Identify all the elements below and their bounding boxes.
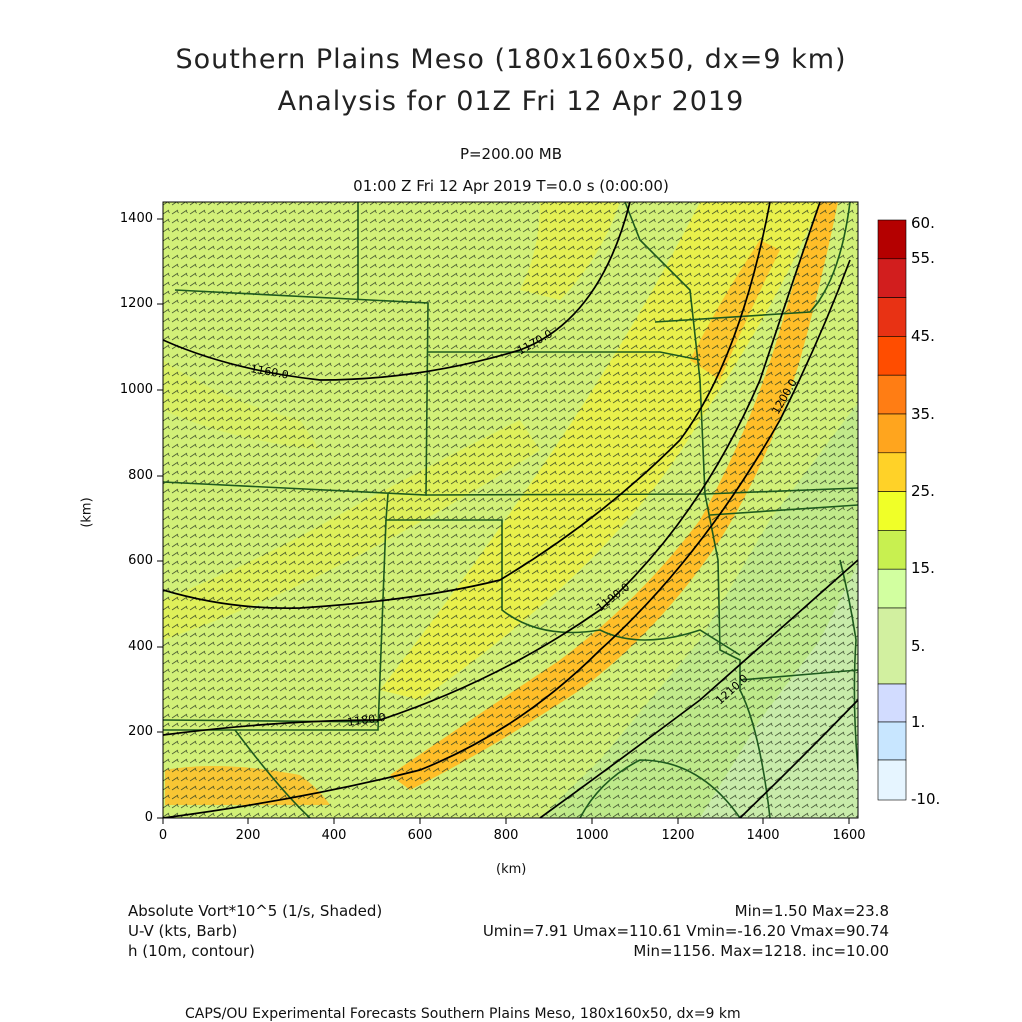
y-tick-label: 600: [128, 553, 153, 568]
plot-frame: [162, 201, 859, 819]
colorbar-swatch: [877, 219, 907, 260]
x-tick-label: 400: [321, 828, 347, 843]
colorbar-swatch: [877, 336, 907, 376]
colorbar-swatch: [877, 530, 907, 570]
x-tick-label: 200: [235, 828, 261, 843]
colorbar-label: 45.: [911, 327, 935, 345]
colorbar-swatch: [877, 607, 907, 685]
colorbar-swatch: [877, 374, 907, 415]
level-label: P=200.00 MB: [459, 145, 563, 163]
colorbar-label: 15.: [911, 559, 935, 577]
y-axis-label: (km): [79, 497, 95, 528]
legend-field1-stats: Min=1.50 Max=23.8: [734, 902, 889, 920]
colorbar-label: 5.: [911, 637, 926, 655]
contour-label-1180: 1180.0: [347, 711, 387, 729]
x-tick-label: 1000: [575, 828, 609, 843]
y-tick-label: 400: [128, 639, 153, 654]
chart-title-line2: Analysis for 01Z Fri 12 Apr 2019: [277, 86, 745, 117]
legend-field1: Absolute Vort*10^5 (1/s, Shaded): [128, 902, 383, 920]
x-tick-label: 600: [407, 828, 433, 843]
colorbar-swatch: [877, 452, 907, 492]
colorbar-label: 25.: [911, 482, 935, 500]
legend-field3-stats: Min=1156. Max=1218. inc=10.00: [633, 942, 889, 960]
colorbar-label: -10.: [911, 790, 941, 808]
shaded-field: 1160.0 1170.0 1180.0 1190.0 1200.0 1210.…: [163, 202, 858, 818]
state-borders: [163, 202, 858, 818]
colorbar-label: 60.: [911, 214, 935, 232]
x-tick-label: 800: [493, 828, 519, 843]
colorbar-swatch: [877, 568, 907, 609]
colorbar-swatch: [877, 759, 907, 801]
time-label: 01:00 Z Fri 12 Apr 2019 T=0.0 s (0:00:00…: [353, 177, 669, 195]
y-tick-label: 200: [128, 724, 153, 739]
legend-field2-stats: Umin=7.91 Umax=110.61 Vmin=-16.20 Vmax=9…: [482, 922, 889, 940]
colorbar-swatch: [877, 683, 907, 723]
height-contours: [163, 202, 858, 818]
footer-credit: CAPS/OU Experimental Forecasts Southern …: [185, 1006, 741, 1022]
colorbar: [877, 219, 907, 801]
y-tick-label: 1200: [119, 296, 153, 311]
y-tick-label: 0: [144, 810, 153, 825]
colorbar-label: 1.: [911, 713, 926, 731]
x-tick-label: 0: [158, 828, 168, 843]
colorbar-swatch: [877, 297, 907, 337]
y-tick-label: 800: [128, 468, 153, 483]
axis-ticks: [157, 218, 850, 824]
legend-field2: U-V (kts, Barb): [128, 922, 238, 940]
colorbar-swatch: [877, 413, 907, 454]
colorbar-swatch: [877, 721, 907, 761]
x-tick-label: 1600: [832, 828, 866, 843]
y-tick-label: 1000: [119, 382, 153, 397]
colorbar-swatch: [877, 491, 907, 531]
colorbar-label: 35.: [911, 405, 935, 423]
x-axis-label: (km): [496, 862, 527, 877]
x-tick-label: 1200: [661, 828, 695, 843]
y-tick-label: 1400: [119, 211, 153, 226]
colorbar-swatch: [877, 258, 907, 298]
x-tick-label: 1400: [746, 828, 780, 843]
legend-field3: h (10m, contour): [128, 942, 255, 960]
colorbar-label: 55.: [911, 249, 935, 267]
chart-title-line1: Southern Plains Meso (180x160x50, dx=9 k…: [175, 44, 847, 75]
